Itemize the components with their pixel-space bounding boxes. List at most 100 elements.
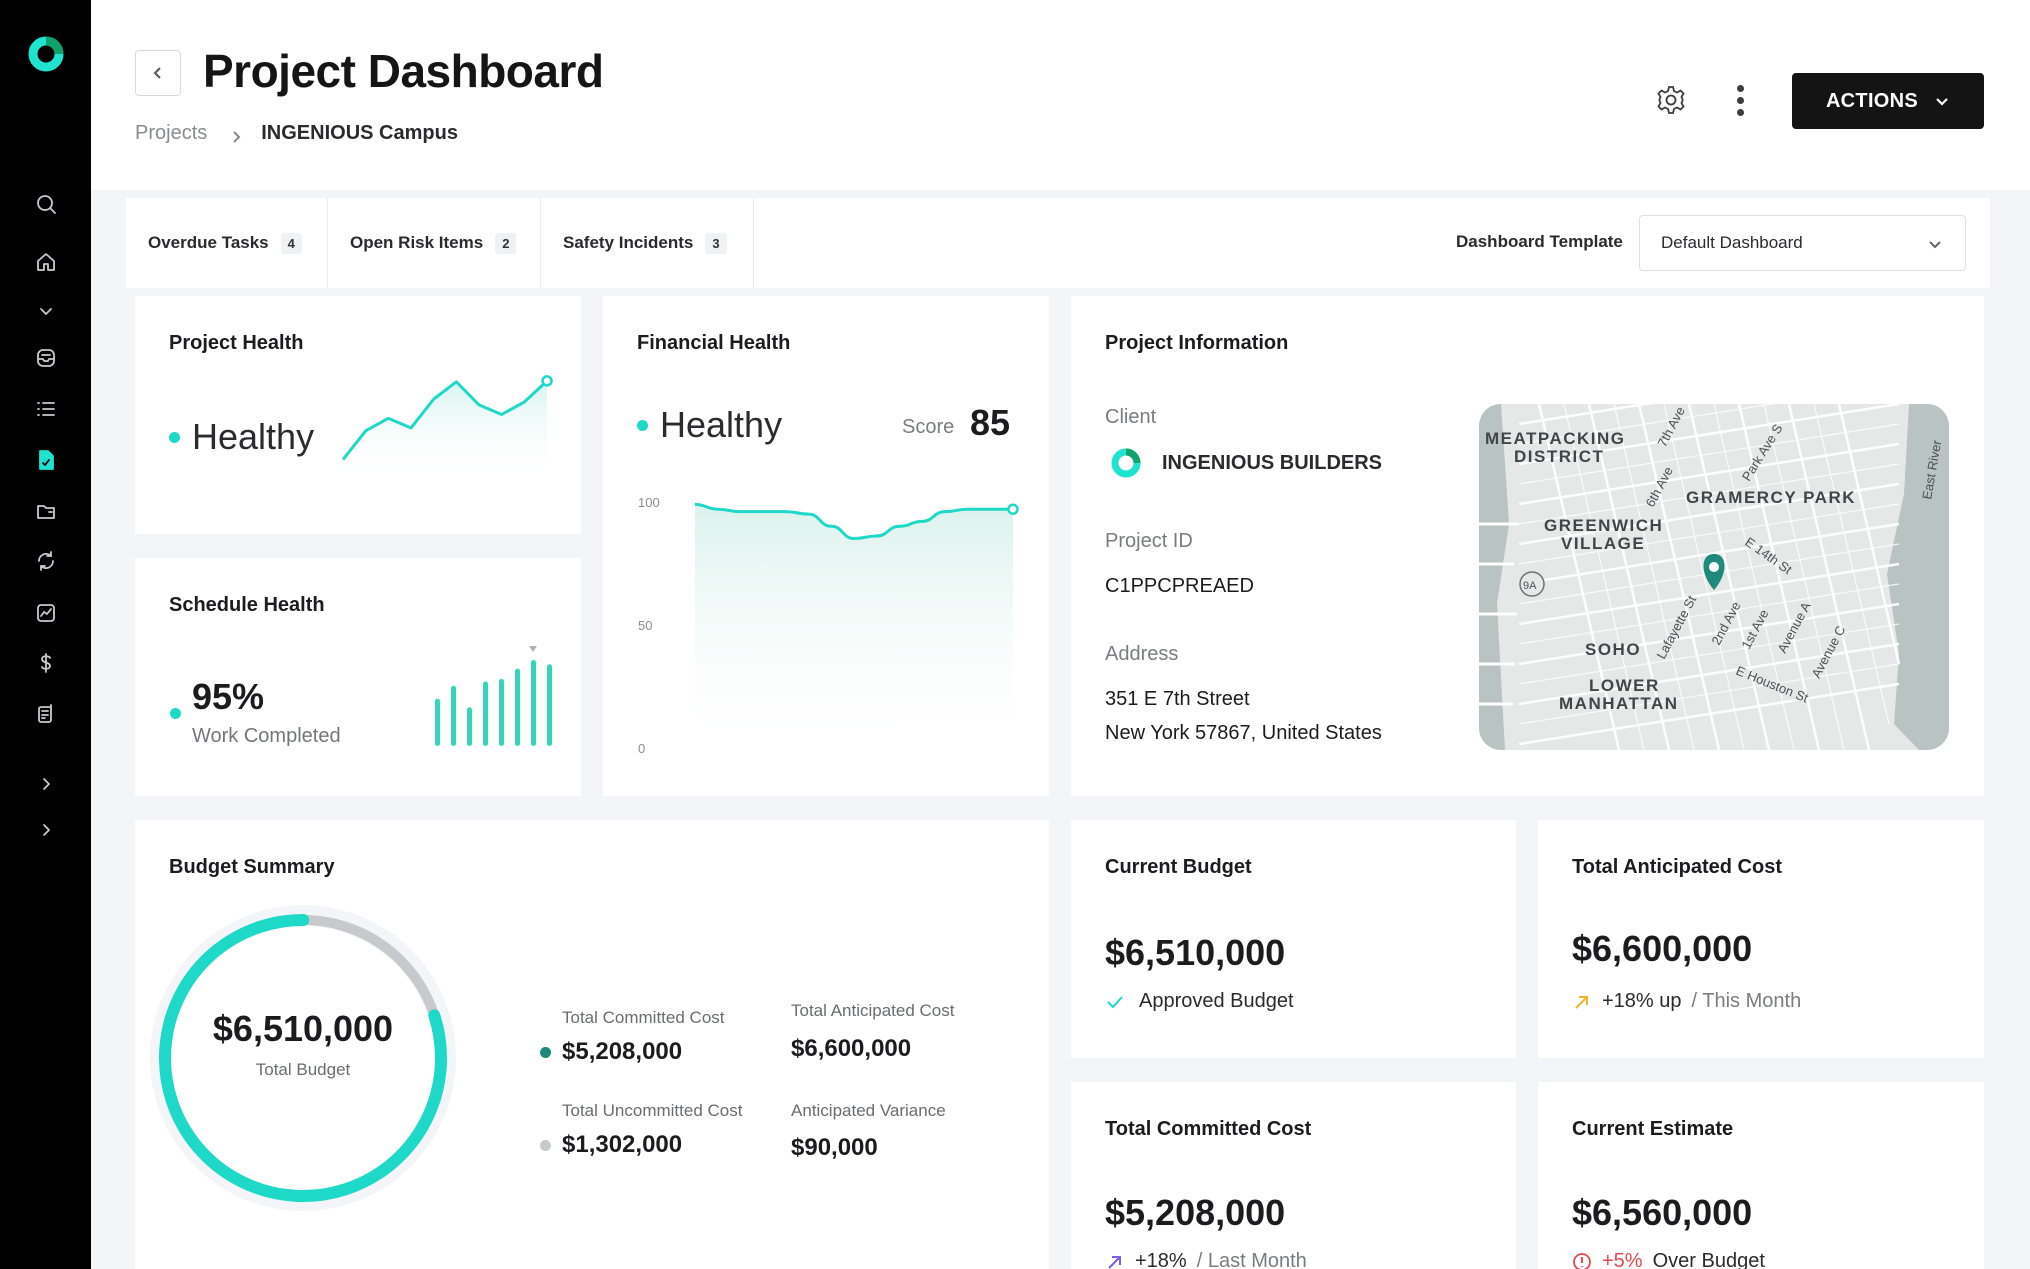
health-status-text: Healthy xyxy=(660,404,783,445)
committed-cost-value: $5,208,000 xyxy=(562,1038,683,1065)
chevron-right-icon[interactable] xyxy=(31,815,61,845)
tab-label: Overdue Tasks xyxy=(148,233,269,252)
schedule-bar xyxy=(483,681,488,746)
breadcrumb-current: INGENIOUS Campus xyxy=(261,122,458,144)
area-line xyxy=(694,502,1013,540)
schedule-bar xyxy=(451,685,456,746)
status-dot xyxy=(170,708,181,719)
schedule-bar xyxy=(467,707,472,746)
total-budget-label: Total Budget xyxy=(255,1060,351,1079)
uncommitted-legend-dot xyxy=(540,1140,551,1151)
page-title: Project Dashboard xyxy=(203,45,604,97)
tab-label: Open Risk Items xyxy=(350,233,484,252)
donut-inner xyxy=(171,926,435,1190)
location-map[interactable]: MEATPACKING DISTRICT GRAMERCY PARK GREEN… xyxy=(1479,404,1949,750)
map-label: MANHATTAN xyxy=(1559,694,1679,713)
card-title: Budget Summary xyxy=(169,856,335,878)
breadcrumb-projects-link[interactable]: Projects xyxy=(135,122,208,144)
committed-cost-label: Total Committed Cost xyxy=(562,1008,725,1027)
document-icon[interactable] xyxy=(31,445,61,475)
budget-summary-card: Budget Summary $6,510,000 Total Budget T… xyxy=(135,820,1049,1269)
sync-icon[interactable] xyxy=(31,546,61,576)
actions-button[interactable]: ACTIONS xyxy=(1792,73,1984,129)
list-icon[interactable] xyxy=(31,394,61,424)
gear-icon xyxy=(1657,86,1685,114)
total-committed-cost-card: Total Committed Cost $5,208,000 +18% / L… xyxy=(1071,1082,1516,1269)
chevron-down-icon xyxy=(1936,98,1948,106)
dot-icon xyxy=(1736,84,1744,92)
schedule-health-card: Schedule Health 95% Work Completed xyxy=(135,558,581,796)
tab-safety-incidents[interactable]: Safety Incidents 3 xyxy=(541,198,754,288)
location-pin-icon[interactable] xyxy=(1703,554,1725,590)
more-options-button[interactable] xyxy=(1722,82,1758,118)
change-period: Over Budget xyxy=(1652,1250,1765,1269)
address-line-1: 351 E 7th Street xyxy=(1105,688,1250,710)
area-fill xyxy=(695,504,1013,741)
check-icon xyxy=(1107,995,1123,1008)
tab-overdue-tasks[interactable]: Overdue Tasks 4 xyxy=(126,198,328,288)
y-tick-label: 0 xyxy=(638,741,646,756)
count-badge: 4 xyxy=(280,232,302,254)
map-graphic: MEATPACKING DISTRICT GRAMERCY PARK GREEN… xyxy=(1479,404,1949,750)
budget-donut-chart xyxy=(150,905,456,1211)
change-text: +5% xyxy=(1602,1250,1643,1269)
financial-health-card: Financial Health Healthy Score 85 100 50… xyxy=(603,296,1049,796)
change-text: +18% xyxy=(1135,1250,1187,1269)
settings-button[interactable] xyxy=(1653,82,1689,118)
report-icon[interactable] xyxy=(31,699,61,729)
map-label: GREENWICH xyxy=(1544,516,1663,535)
trend-up-icon xyxy=(1575,995,1588,1009)
dashboard-template-select[interactable]: Default Dashboard xyxy=(1639,215,1966,271)
change-period: / Last Month xyxy=(1196,1250,1307,1269)
y-tick-label: 50 xyxy=(638,618,653,633)
page-header: Project Dashboard Projects INGENIOUS Cam… xyxy=(91,0,2030,190)
actions-label: ACTIONS xyxy=(1825,89,1919,112)
card-title: Current Budget xyxy=(1105,856,1252,878)
anticipated-cost-value: $6,600,000 xyxy=(791,1035,912,1062)
metric-value: $6,510,000 xyxy=(1105,932,1286,973)
folder-icon[interactable] xyxy=(31,496,61,526)
trend-up-icon xyxy=(1108,1255,1121,1269)
home-icon[interactable] xyxy=(31,247,61,277)
tab-label: Safety Incidents xyxy=(563,233,694,252)
address-label: Address xyxy=(1105,643,1179,665)
completion-caption: Work Completed xyxy=(192,725,341,747)
inbox-icon[interactable] xyxy=(31,343,61,373)
schedule-bar xyxy=(499,678,504,746)
tab-open-risk-items[interactable]: Open Risk Items 2 xyxy=(328,198,541,288)
chevron-down-icon[interactable] xyxy=(31,296,61,326)
metric-change: +18% up / This Month xyxy=(1572,990,1801,1013)
current-estimate-card: Current Estimate $6,560,000 +5% Over Bud… xyxy=(1538,1082,1984,1269)
score-value: 85 xyxy=(970,402,1011,443)
status-dot xyxy=(637,419,648,431)
address-line-2: New York 57867, United States xyxy=(1105,722,1382,744)
search-icon[interactable] xyxy=(31,189,61,219)
status-dot xyxy=(169,431,180,443)
y-tick-label: 100 xyxy=(638,495,660,510)
back-button[interactable] xyxy=(135,50,181,96)
card-title: Total Committed Cost xyxy=(1105,1118,1312,1140)
chart-icon[interactable] xyxy=(31,598,61,628)
total-anticipated-cost-card: Total Anticipated Cost $6,600,000 +18% u… xyxy=(1538,820,1984,1058)
dollar-icon[interactable] xyxy=(31,648,61,678)
schedule-bar xyxy=(515,668,520,746)
uncommitted-cost-label: Total Uncommitted Cost xyxy=(562,1101,743,1120)
chevron-down-icon xyxy=(1929,241,1941,249)
current-budget-card: Current Budget $6,510,000 Approved Budge… xyxy=(1071,820,1516,1058)
schedule-bar xyxy=(547,664,552,746)
area-end-point xyxy=(1007,503,1019,515)
card-title: Project Health xyxy=(169,332,304,354)
alert-icon xyxy=(1573,1252,1591,1269)
filter-bar: Overdue Tasks 4 Open Risk Items 2 Safety… xyxy=(126,198,1990,288)
metric-note: Approved Budget xyxy=(1105,990,1294,1013)
project-id-label: Project ID xyxy=(1105,530,1193,552)
map-label: SOHO xyxy=(1585,640,1641,659)
dot-icon xyxy=(1736,108,1744,116)
uncommitted-cost-value: $1,302,000 xyxy=(562,1131,683,1158)
chevron-right-icon[interactable] xyxy=(31,769,61,799)
card-title: Total Anticipated Cost xyxy=(1572,856,1782,878)
completion-percent: 95% xyxy=(192,676,265,717)
map-label: MEATPACKING xyxy=(1485,429,1626,448)
sparkline-line xyxy=(341,379,549,461)
app-logo[interactable] xyxy=(28,36,64,72)
